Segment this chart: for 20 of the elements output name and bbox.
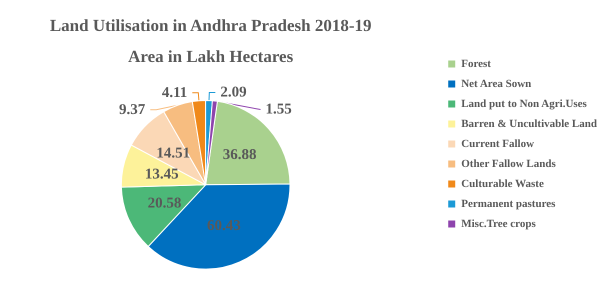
data-label: 1.55 bbox=[266, 102, 292, 118]
data-label: 60.43 bbox=[207, 218, 241, 234]
data-label: 9.37 bbox=[119, 102, 146, 118]
chart-title: Land Utilisation in Andhra Pradesh 2018-19 bbox=[50, 16, 372, 35]
data-label: 13.45 bbox=[144, 166, 179, 182]
data-label: 14.51 bbox=[156, 145, 190, 162]
legend-label: Permanent pastures bbox=[461, 198, 556, 210]
data-label: 36.88 bbox=[222, 147, 256, 164]
legend-label: Barren & Uncultivable Land bbox=[461, 118, 597, 130]
legend-label: Misc.Tree crops bbox=[461, 218, 536, 230]
data-label: 4.11 bbox=[162, 84, 188, 101]
data-label: 2.09 bbox=[220, 84, 247, 101]
legend-label: Land put to Non Agri.Uses bbox=[461, 98, 588, 110]
legend-label: Other Fallow Lands bbox=[461, 158, 556, 170]
legend-label: Culturable Waste bbox=[461, 178, 544, 190]
legend-label: Net Area Sown bbox=[461, 78, 532, 90]
legend-label: Current Fallow bbox=[461, 138, 534, 150]
chart-subtitle: Area in Lakh Hectares bbox=[128, 47, 294, 66]
data-label: 20.58 bbox=[148, 195, 182, 212]
legend-label: Forest bbox=[461, 58, 492, 70]
